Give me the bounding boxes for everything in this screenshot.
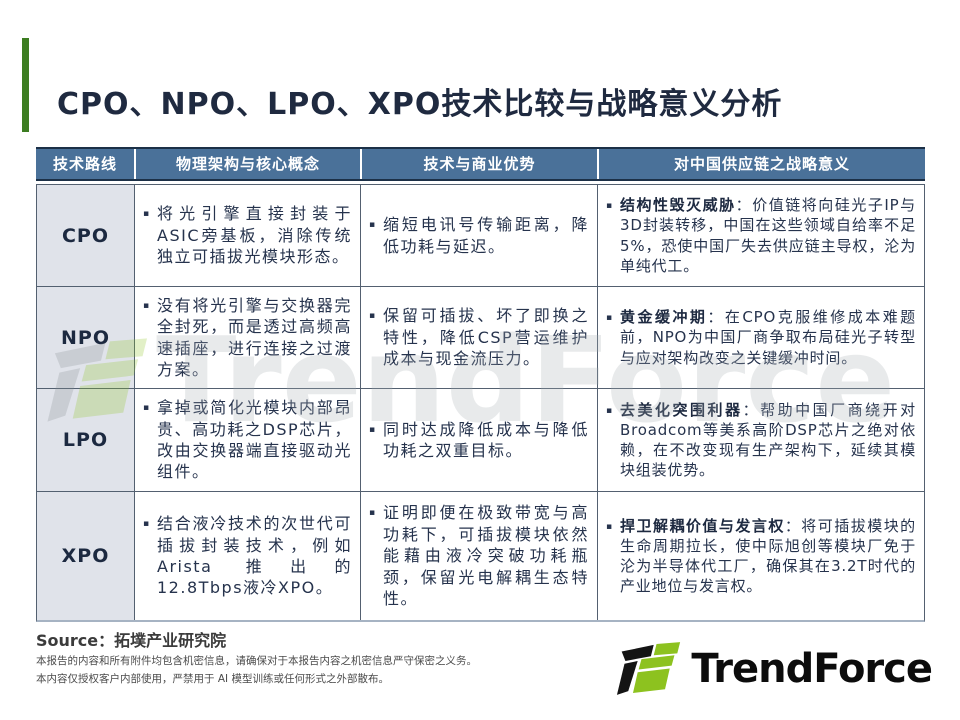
npo-architecture-cell: ▪ 没有将光引擎与交换器完全封死，而是透过高频高速插座，进行连接之过渡方案。 — [134, 287, 360, 388]
bullet-icon: ▪ — [369, 508, 376, 519]
source-colon: ： — [98, 631, 115, 650]
npo-architecture-text: 没有将光引擎与交换器完全封死，而是透过高频高速插座，进行连接之过渡方案。 — [157, 295, 352, 379]
trendforce-logo-icon — [617, 642, 681, 695]
table-row-npo: NPO ▪ 没有将光引擎与交换器完全封死，而是透过高频高速插座，进行连接之过渡方… — [37, 287, 924, 389]
cpo-strategy-text: 结构性毁灭威胁：价值链将向硅光子IP与3D封装转移，中国在这些领域自给率不足5%… — [620, 195, 916, 275]
row-label-cpo: CPO — [37, 185, 134, 286]
lpo-strategy-lead: 去美化突围利器 — [620, 400, 743, 419]
source-line: Source：拓墣产业研究院 — [36, 627, 226, 651]
disclaimer-line-2: 本内容仅授权客户内部使用，严禁用于 AI 模型训练或任何形式之外部散布。 — [36, 672, 389, 685]
cpo-architecture-text: 将光引擎直接封装于ASIC旁基板，消除传统独立可插拔光模块形态。 — [157, 204, 352, 267]
xpo-strategy-lead: 捍卫解耦价值与发言权 — [620, 516, 785, 535]
table-body: CPO ▪ 将光引擎直接封装于ASIC旁基板，消除传统独立可插拔光模块形态。 ▪… — [36, 184, 925, 622]
xpo-architecture-cell: ▪ 结合液冷技术的次世代可插拔封装技术，例如 Arista 推出的12.8Tbp… — [134, 492, 360, 620]
bullet-icon: ▪ — [369, 424, 376, 435]
row-label-xpo: XPO — [37, 492, 134, 620]
comparison-table: 技术路线 物理架构与核心概念 技术与商业优势 对中国供应链之战略意义 CPO ▪… — [36, 147, 925, 622]
lpo-strategy-text: 去美化突围利器：帮助中国厂商绕开对Broadcom等美系高阶DSP芯片之绝对依赖… — [620, 400, 916, 480]
lpo-architecture-cell: ▪ 拿掉或简化光模块内部昂贵、高功耗之DSP芯片，改由交换器端直接驱动光组件。 — [134, 389, 360, 491]
colon: ： — [742, 400, 761, 419]
trendforce-logo: TrendForce — [616, 642, 933, 695]
npo-strategy-lead: 黄金缓冲期 — [620, 308, 708, 327]
colon: ： — [735, 196, 753, 215]
disclaimer-line-1: 本报告的内容和所有附件均包含机密信息，请确保对于本报告内容之机密信息严守保密之义… — [36, 655, 477, 667]
xpo-architecture-text: 结合液冷技术的次世代可插拔封装技术，例如 Arista 推出的12.8Tbps液… — [157, 514, 352, 598]
bullet-icon: ▪ — [606, 405, 613, 416]
table-header-route: 技术路线 — [52, 155, 117, 173]
npo-strategy-cell: ▪ 黄金缓冲期：在CPO克服维修成本难题前，NPO为中国厂商争取布局硅光子转型与… — [597, 287, 924, 388]
bullet-icon: ▪ — [143, 209, 150, 220]
source-label: Source — [36, 631, 99, 650]
table-row-xpo: XPO ▪ 结合液冷技术的次世代可插拔封装技术，例如 Arista 推出的12.… — [37, 492, 924, 620]
disclaimer: 本报告的内容和所有附件均包含机密信息，请确保对于本报告内容之机密信息严守保密之义… — [36, 653, 477, 689]
table-row-lpo: LPO ▪ 拿掉或简化光模块内部昂贵、高功耗之DSP芯片，改由交换器端直接驱动光… — [37, 389, 924, 492]
lpo-strategy-body: 帮助中国厂商绕开对Broadcom等美系高阶DSP芯片之绝对依赖，在不改变现有生… — [620, 400, 916, 480]
row-label-npo: NPO — [37, 287, 134, 388]
bullet-icon: ▪ — [143, 300, 150, 311]
cpo-advantage-text: 缩短电讯号传输距离，降低功耗与延迟。 — [383, 215, 589, 256]
bullet-icon: ▪ — [369, 220, 376, 231]
cpo-strategy-lead: 结构性毁灭威胁 — [620, 196, 736, 215]
xpo-advantage-cell: ▪ 证明即便在极致带宽与高功耗下，可插拔模块依然能藉由液冷突破功耗瓶颈，保留光电… — [360, 492, 597, 620]
lpo-advantage-cell: ▪ 同时达成降低成本与降低功耗之双重目标。 — [360, 389, 597, 491]
xpo-strategy-body: 将可插拔模块的生命周期拉长，使中际旭创等模块厂免于沦为半导体代工厂，确保其在3.… — [620, 516, 916, 596]
npo-advantage-text: 保留可插拔、坏了即换之特性，降低CSP营运维护成本与现金流压力。 — [383, 306, 589, 369]
xpo-advantage-text: 证明即便在极致带宽与高功耗下，可插拔模块依然能藉由液冷突破功耗瓶颈，保留光电解耦… — [383, 503, 589, 609]
cpo-strategy-body: 价值链将向硅光子IP与3D封装转移，中国在这些领域自给率不足5%，恐使中国厂失去… — [620, 196, 916, 275]
bullet-icon: ▪ — [369, 311, 376, 322]
page-title: CPO、NPO、LPO、XPO技术比较与战略意义分析 — [57, 87, 783, 123]
bullet-icon: ▪ — [143, 403, 150, 414]
table-header-advantage: 技术与商业优势 — [360, 149, 597, 179]
bullet-icon: ▪ — [606, 521, 613, 532]
trendforce-logo-text: TrendForce — [691, 645, 933, 692]
lpo-architecture-text: 拿掉或简化光模块内部昂贵、高功耗之DSP芯片，改由交换器端直接驱动光组件。 — [157, 398, 352, 482]
table-header-strategy: 对中国供应链之战略意义 — [597, 149, 925, 179]
table-header-row: 技术路线 物理架构与核心概念 技术与商业优势 对中国供应链之战略意义 — [36, 147, 925, 181]
xpo-strategy-text: 捍卫解耦价值与发言权：将可插拔模块的生命周期拉长，使中际旭创等模块厂免于沦为半导… — [620, 516, 916, 596]
table-row-cpo: CPO ▪ 将光引擎直接封装于ASIC旁基板，消除传统独立可插拔光模块形态。 ▪… — [37, 185, 924, 287]
title-accent-bar — [22, 38, 29, 132]
bullet-icon: ▪ — [143, 519, 150, 530]
colon: ： — [784, 516, 802, 535]
cpo-advantage-cell: ▪ 缩短电讯号传输距离，降低功耗与延迟。 — [360, 185, 597, 286]
lpo-advantage-text: 同时达成降低成本与降低功耗之双重目标。 — [383, 419, 589, 460]
npo-advantage-cell: ▪ 保留可插拔、坏了即换之特性，降低CSP营运维护成本与现金流压力。 — [360, 287, 597, 388]
bullet-icon: ▪ — [606, 313, 613, 324]
source-name: 拓墣产业研究院 — [114, 631, 227, 650]
row-label-lpo: LPO — [37, 389, 134, 491]
npo-strategy-text: 黄金缓冲期：在CPO克服维修成本难题前，NPO为中国厂商争取布局硅光子转型与应对… — [620, 307, 916, 367]
bullet-icon: ▪ — [606, 201, 613, 212]
xpo-strategy-cell: ▪ 捍卫解耦价值与发言权：将可插拔模块的生命周期拉长，使中际旭创等模块厂免于沦为… — [597, 492, 924, 620]
table-header-architecture: 物理架构与核心概念 — [134, 149, 360, 179]
lpo-strategy-cell: ▪ 去美化突围利器：帮助中国厂商绕开对Broadcom等美系高阶DSP芯片之绝对… — [597, 389, 924, 491]
npo-strategy-body: 在CPO克服维修成本难题前，NPO为中国厂商争取布局硅光子转型与应对架构改变之关… — [620, 308, 916, 367]
cpo-architecture-cell: ▪ 将光引擎直接封装于ASIC旁基板，消除传统独立可插拔光模块形态。 — [134, 185, 360, 286]
colon: ： — [707, 308, 725, 327]
cpo-strategy-cell: ▪ 结构性毁灭威胁：价值链将向硅光子IP与3D封装转移，中国在这些领域自给率不足… — [597, 185, 924, 286]
